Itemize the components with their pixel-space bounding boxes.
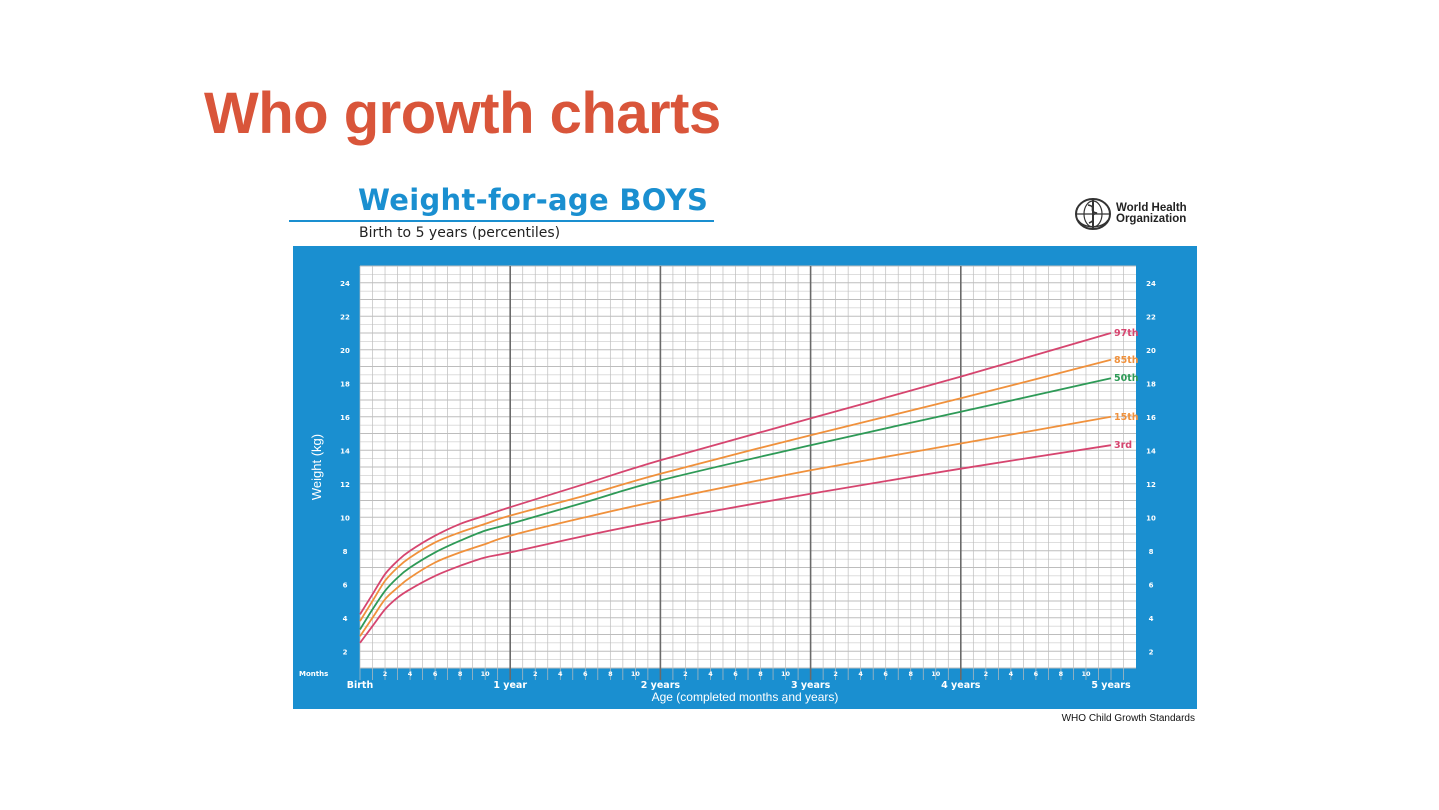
title-rule	[289, 220, 714, 222]
y-tick-label-right: 4	[1149, 615, 1154, 623]
y-tick-label-right: 8	[1149, 548, 1154, 556]
x-month-tick-label: 4	[558, 670, 563, 678]
x-month-tick-label: 8	[608, 670, 613, 678]
x-month-tick-label: 4	[708, 670, 713, 678]
x-month-tick-label: 10	[481, 670, 491, 678]
percentile-label-97th: 97th	[1114, 328, 1139, 339]
y-tick-label-left: 8	[343, 548, 348, 556]
y-axis-label: Weight (kg)	[309, 434, 324, 500]
x-month-tick-label: 4	[1009, 670, 1014, 678]
x-month-tick-label: 8	[1059, 670, 1064, 678]
y-tick-label-right: 24	[1146, 280, 1156, 288]
grid	[359, 265, 1136, 680]
chart-title: Weight-for-age BOYS	[358, 183, 709, 217]
percentile-label-3rd: 3rd	[1114, 440, 1132, 451]
x-year-tick-label: 1 year	[493, 680, 527, 691]
y-tick-label-left: 2	[343, 648, 348, 656]
x-month-tick-label: 6	[433, 670, 438, 678]
x-month-tick-label: 6	[583, 670, 588, 678]
percentile-label-85th: 85th	[1114, 355, 1139, 366]
x-month-tick-label: 2	[383, 670, 388, 678]
x-year-tick-label: 3 years	[791, 680, 831, 691]
who-org-name-line1: World Health	[1116, 202, 1187, 214]
percentile-line-85th	[359, 358, 1112, 622]
y-tick-label-left: 14	[340, 447, 350, 455]
percentile-line-3rd	[359, 444, 1112, 644]
x-month-tick-label: 6	[733, 670, 738, 678]
x-month-tick-label: 2	[533, 670, 538, 678]
source-note: WHO Child Growth Standards	[1061, 713, 1195, 724]
y-tick-label-left: 18	[340, 380, 350, 388]
y-tick-label-right: 14	[1146, 447, 1156, 455]
y-tick-label-right: 16	[1146, 414, 1156, 422]
x-month-tick-label: 10	[781, 670, 791, 678]
who-org-name-line2: Organization	[1116, 213, 1187, 225]
y-tick-label-right: 22	[1146, 313, 1156, 321]
series-lines	[359, 332, 1112, 644]
x-month-tick-label: 10	[631, 670, 641, 678]
x-month-tick-label: 8	[458, 670, 463, 678]
y-tick-label-right: 6	[1149, 581, 1154, 589]
percentile-line-50th	[359, 377, 1112, 630]
x-axis-label: Age (completed months and years)	[652, 690, 839, 704]
y-tick-label-right: 20	[1146, 347, 1156, 355]
x-month-tick-label: 8	[758, 670, 763, 678]
y-tick-label-left: 20	[340, 347, 350, 355]
series-labels: 97th 85th 50th 15th 3rd	[1114, 328, 1139, 451]
percentile-line-15th	[359, 415, 1112, 637]
x-month-tick-label: 4	[858, 670, 863, 678]
who-logo: World Health Organization	[1073, 196, 1187, 232]
y-tick-label-left: 12	[340, 481, 350, 489]
y-tick-label-left: 24	[340, 280, 350, 288]
y-tick-label-left: 16	[340, 414, 350, 422]
y-tick-label-left: 22	[340, 313, 350, 321]
x-month-tick-label: 8	[908, 670, 913, 678]
y-tick-label-left: 6	[343, 581, 348, 589]
x-year-tick-label: 5 years	[1091, 680, 1131, 691]
y-tick-label-right: 10	[1146, 514, 1156, 522]
x-month-tick-label: 6	[1034, 670, 1039, 678]
chart-subtitle: Birth to 5 years (percentiles)	[359, 225, 561, 241]
y-tick-label-right: 12	[1146, 481, 1156, 489]
x-month-tick-label: 10	[1081, 670, 1091, 678]
y-tick-label-right: 18	[1146, 380, 1156, 388]
percentile-label-15th: 15th	[1114, 412, 1139, 423]
x-year-tick-label: Birth	[347, 680, 374, 691]
x-month-tick-label: 4	[408, 670, 413, 678]
y-tick-label-left: 4	[343, 615, 348, 623]
x-year-tick-label: 4 years	[941, 680, 981, 691]
y-tick-label-left: 10	[340, 514, 350, 522]
y-tick-label-right: 2	[1149, 648, 1154, 656]
percentile-label-50th: 50th	[1114, 373, 1139, 384]
months-label: Months	[299, 670, 328, 678]
who-org-name: World Health Organization	[1116, 202, 1187, 225]
who-emblem-icon	[1075, 198, 1111, 230]
x-month-tick-label: 2	[833, 670, 838, 678]
x-month-tick-label: 6	[883, 670, 888, 678]
x-month-tick-label: 10	[931, 670, 941, 678]
slide-title: Who growth charts	[204, 81, 721, 146]
x-year-tick-label: 2 years	[641, 680, 681, 691]
x-month-tick-label: 2	[984, 670, 989, 678]
percentile-line-97th	[359, 332, 1112, 615]
x-month-tick-label: 2	[683, 670, 688, 678]
